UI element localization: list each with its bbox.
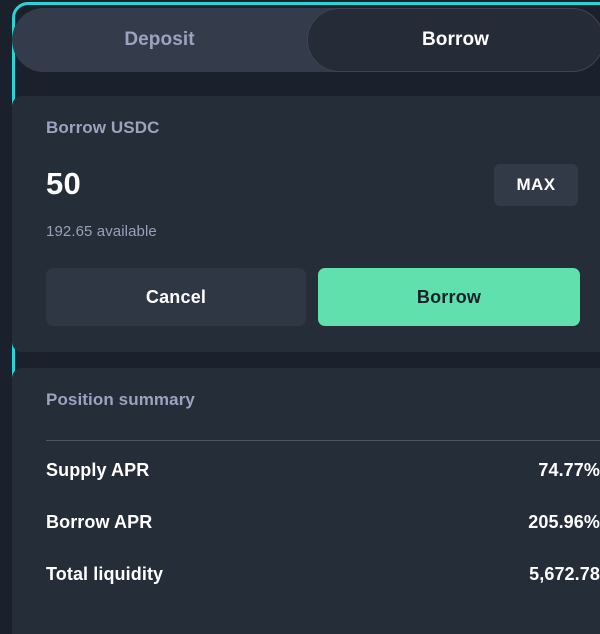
stat-row: Supply APR 74.77% [46, 460, 600, 512]
total-liquidity-value: 5,672.78 [529, 564, 600, 584]
stat-row: Total liquidity 5,672.78 [46, 564, 600, 616]
tab-deposit-label: Deposit [124, 29, 195, 50]
mode-tabs: Deposit Borrow [12, 8, 600, 72]
stat-row: Borrow APR 205.96% [46, 512, 600, 564]
cancel-button[interactable]: Cancel [46, 268, 306, 326]
available-balance-label: 192.65 available [46, 223, 157, 240]
summary-stat-list: Supply APR 74.77% Borrow APR 205.96% Tot… [46, 460, 600, 616]
tab-deposit[interactable]: Deposit [12, 8, 307, 72]
position-summary-title: Position summary [46, 390, 195, 409]
position-summary-card: Position summary Supply APR 74.77% Borro… [12, 368, 600, 634]
tab-borrow-label: Borrow [421, 29, 490, 50]
tab-borrow[interactable]: Borrow [307, 8, 600, 72]
max-button[interactable]: MAX [494, 164, 578, 206]
amount-row: 50 MAX [46, 164, 586, 212]
borrow-amount-input[interactable]: 50 [46, 166, 81, 201]
borrow-button[interactable]: Borrow [318, 268, 580, 326]
supply-apr-value: 74.77% [538, 460, 600, 480]
borrow-apr-label: Borrow APR [46, 512, 153, 532]
borrow-card-title: Borrow USDC [46, 118, 160, 137]
borrow-card: Borrow USDC 50 MAX 192.65 available Canc… [12, 96, 600, 352]
summary-divider [46, 440, 600, 441]
borrow-apr-value: 205.96% [528, 512, 600, 532]
total-liquidity-label: Total liquidity [46, 564, 164, 584]
action-buttons: Cancel Borrow [46, 268, 600, 326]
supply-apr-label: Supply APR [46, 460, 150, 480]
